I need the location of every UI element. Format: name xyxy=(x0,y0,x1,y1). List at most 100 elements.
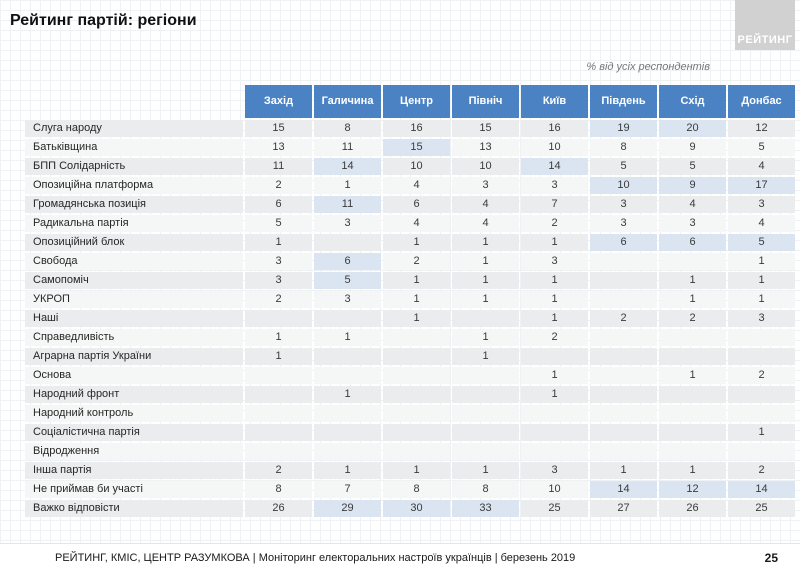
table-cell xyxy=(314,405,381,422)
table-cell xyxy=(314,367,381,384)
table-cell: 10 xyxy=(590,177,657,194)
table-cell: 25 xyxy=(728,500,795,517)
table-cell: 15 xyxy=(452,120,519,137)
table-cell: 2 xyxy=(245,177,312,194)
table-cell: 3 xyxy=(452,177,519,194)
column-header: Північ xyxy=(452,85,519,118)
footer-bar: РЕЙТИНГ, КМІС, ЦЕНТР РАЗУМКОВА | Монітор… xyxy=(0,543,800,572)
row-label: Не приймав би участі xyxy=(25,481,243,498)
table-cell: 3 xyxy=(521,253,588,270)
table-cell: 5 xyxy=(728,139,795,156)
table-cell: 1 xyxy=(383,291,450,308)
table-cell: 1 xyxy=(452,462,519,479)
table-cell: 1 xyxy=(728,291,795,308)
table-cell xyxy=(452,386,519,403)
table-cell: 5 xyxy=(590,158,657,175)
table-cell: 8 xyxy=(590,139,657,156)
table-cell xyxy=(728,348,795,365)
table-cell xyxy=(590,348,657,365)
table-cell xyxy=(314,348,381,365)
table-cell: 11 xyxy=(314,196,381,213)
table-cell: 3 xyxy=(245,272,312,289)
table-cell: 4 xyxy=(383,215,450,232)
table-cell xyxy=(383,348,450,365)
table-cell xyxy=(590,443,657,460)
table-cell: 8 xyxy=(383,481,450,498)
table-cell: 14 xyxy=(590,481,657,498)
table-cell: 3 xyxy=(728,310,795,327)
table-cell: 14 xyxy=(314,158,381,175)
table-cell xyxy=(383,386,450,403)
table-cell: 1 xyxy=(245,348,312,365)
column-header: Галичина xyxy=(314,85,381,118)
table-cell: 1 xyxy=(728,272,795,289)
page-title: Рейтинг партій: регіони xyxy=(10,12,197,29)
table-cell: 13 xyxy=(245,139,312,156)
table-cell: 10 xyxy=(383,158,450,175)
footer-source-text: РЕЙТИНГ, КМІС, ЦЕНТР РАЗУМКОВА | Монітор… xyxy=(55,552,576,564)
table-cell: 14 xyxy=(521,158,588,175)
table-cell xyxy=(245,367,312,384)
table-cell xyxy=(521,348,588,365)
table-cell: 1 xyxy=(659,462,726,479)
row-label: Наші xyxy=(25,310,243,327)
table-cell: 4 xyxy=(383,177,450,194)
table-cell: 16 xyxy=(383,120,450,137)
table-cell xyxy=(659,443,726,460)
table-cell: 1 xyxy=(452,234,519,251)
table-cell: 5 xyxy=(314,272,381,289)
row-label: Відродження xyxy=(25,443,243,460)
table-cell xyxy=(314,424,381,441)
table-cell xyxy=(521,424,588,441)
table-cell: 6 xyxy=(314,253,381,270)
table-cell: 26 xyxy=(245,500,312,517)
table-cell xyxy=(452,367,519,384)
table-cell: 4 xyxy=(728,158,795,175)
table-cell: 20 xyxy=(659,120,726,137)
table-cell: 8 xyxy=(245,481,312,498)
table-cell xyxy=(659,424,726,441)
row-label: Опозиційна платформа xyxy=(25,177,243,194)
table-cell: 1 xyxy=(659,272,726,289)
table-cell: 30 xyxy=(383,500,450,517)
table-cell: 1 xyxy=(521,367,588,384)
table-cell xyxy=(659,253,726,270)
table-cell: 1 xyxy=(521,310,588,327)
table-cell: 2 xyxy=(590,310,657,327)
table-cell: 19 xyxy=(590,120,657,137)
table-cell xyxy=(659,348,726,365)
table-cell xyxy=(590,386,657,403)
table-cell: 13 xyxy=(452,139,519,156)
table-cell: 1 xyxy=(314,177,381,194)
table-cell: 1 xyxy=(521,291,588,308)
rating-logo: РЕЙТИНГ xyxy=(735,0,795,50)
table-cell: 1 xyxy=(659,291,726,308)
table-cell xyxy=(452,443,519,460)
row-label: Самопоміч xyxy=(25,272,243,289)
table-cell: 1 xyxy=(659,367,726,384)
table-cell: 1 xyxy=(452,329,519,346)
table-cell: 17 xyxy=(728,177,795,194)
table-cell xyxy=(245,424,312,441)
table-cell: 15 xyxy=(383,139,450,156)
table-cell: 1 xyxy=(521,272,588,289)
table-cell: 3 xyxy=(590,196,657,213)
table-cell: 8 xyxy=(314,120,381,137)
table-cell: 1 xyxy=(452,291,519,308)
table-cell: 1 xyxy=(452,272,519,289)
table-cell: 6 xyxy=(659,234,726,251)
page-number: 25 xyxy=(764,551,778,565)
table-cell: 7 xyxy=(314,481,381,498)
table-cell: 11 xyxy=(314,139,381,156)
table-cell: 1 xyxy=(521,386,588,403)
row-label: Опозиційний блок xyxy=(25,234,243,251)
table-cell xyxy=(452,405,519,422)
table-cell: 3 xyxy=(314,215,381,232)
table-cell: 5 xyxy=(659,158,726,175)
table-cell: 4 xyxy=(728,215,795,232)
table-cell xyxy=(314,234,381,251)
table-cell: 3 xyxy=(728,196,795,213)
table-cell: 2 xyxy=(728,462,795,479)
row-label: Соціалістична партія xyxy=(25,424,243,441)
